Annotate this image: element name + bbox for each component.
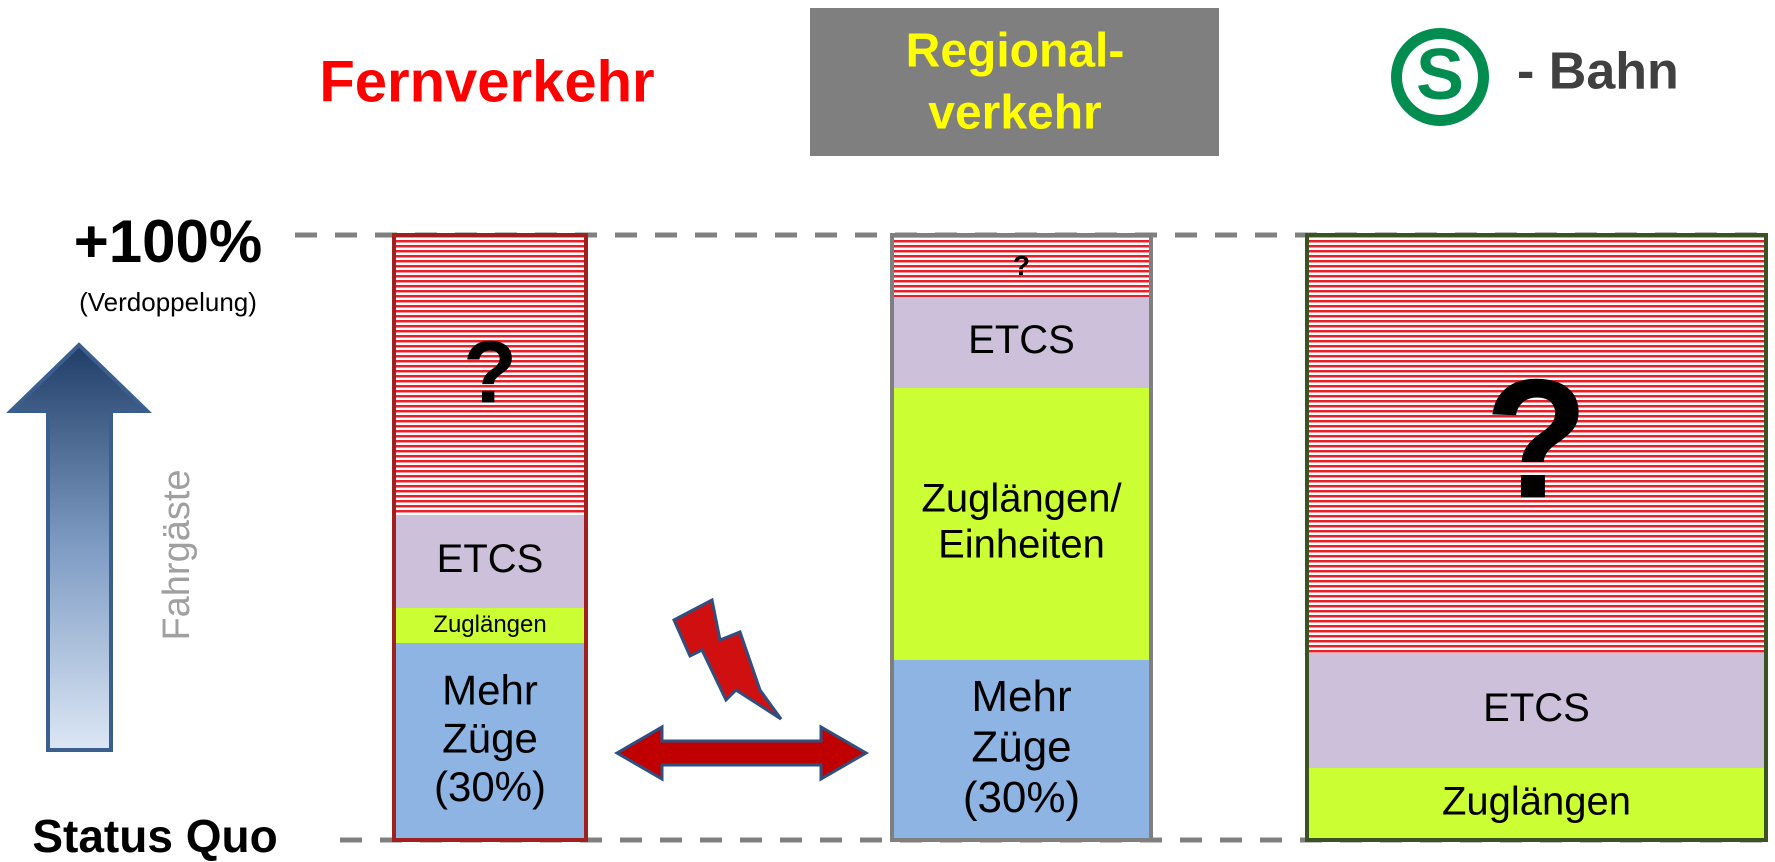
segment xyxy=(892,235,1151,297)
segment-label: Zuglängen/ xyxy=(921,477,1122,521)
segment-label: ? xyxy=(1485,344,1589,534)
segment xyxy=(892,660,1151,840)
axis-top: +100% xyxy=(74,208,263,275)
segment-label: Zuglängen xyxy=(433,611,546,638)
segment-label: Zuglängen xyxy=(1442,780,1631,824)
segment xyxy=(1307,235,1766,653)
segment-label: ETCS xyxy=(1483,686,1590,730)
header-box xyxy=(810,8,1219,156)
segment-label: ? xyxy=(1013,250,1030,281)
segment-label: (30%) xyxy=(963,773,1080,822)
column-border xyxy=(392,233,588,842)
axis-top-note: (Verdoppelung) xyxy=(79,287,257,317)
segment-label: Züge xyxy=(971,723,1071,772)
growth-arrow xyxy=(6,342,152,752)
segment xyxy=(892,297,1151,388)
segment-label: Einheiten xyxy=(938,523,1105,567)
header-regional-line: verkehr xyxy=(928,87,1101,140)
double-arrow xyxy=(614,724,869,782)
segment-label: ? xyxy=(463,323,517,422)
segment-label: ETCS xyxy=(437,537,544,581)
segment-label: Züge xyxy=(442,715,538,762)
segment xyxy=(1307,768,1766,840)
segment-label: (30%) xyxy=(434,763,546,810)
segment xyxy=(394,515,586,608)
lightning xyxy=(672,597,783,721)
segment-label: Mehr xyxy=(442,666,538,713)
columns: ?ETCSZuglängenMehrZüge(30%)?ETCSZuglänge… xyxy=(392,233,1768,842)
segment xyxy=(394,235,586,515)
column-border xyxy=(1305,233,1768,842)
header-fernverkehr: Fernverkehr xyxy=(319,49,654,114)
sbahn-logo-letter: S xyxy=(1416,35,1464,115)
header-sbahn: - Bahn xyxy=(1517,43,1679,101)
segment xyxy=(1307,653,1766,768)
segment-label: ETCS xyxy=(968,318,1075,362)
axis-bottom: Status Quo xyxy=(32,810,277,862)
column-border xyxy=(890,233,1153,842)
segment xyxy=(394,608,586,643)
sbahn-logo-ring xyxy=(1402,39,1478,115)
segment-label: Mehr xyxy=(971,672,1071,721)
axis-label: Fahrgäste xyxy=(156,469,198,640)
segment xyxy=(892,388,1151,660)
segment xyxy=(394,643,586,840)
header-regional-line: Regional- xyxy=(906,25,1125,78)
